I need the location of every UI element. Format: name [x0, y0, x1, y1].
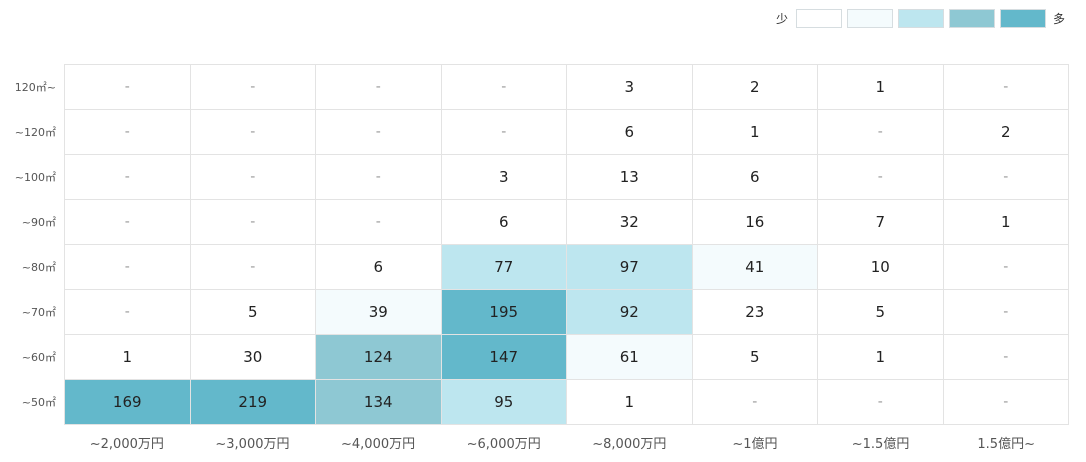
heatmap-cell: 1 — [943, 200, 1069, 245]
heatmap-cell: 6 — [316, 245, 442, 290]
heatmap-cell: - — [65, 200, 191, 245]
y-tick-label: ~60㎡ — [21, 351, 56, 365]
heatmap-cell: - — [943, 380, 1069, 425]
heatmap-cell: - — [190, 155, 316, 200]
x-tick-label: ~1.5億円 — [851, 437, 910, 452]
y-tick-label: ~70㎡ — [21, 306, 56, 320]
heatmap-cell: - — [190, 110, 316, 155]
heatmap-cell: - — [943, 335, 1069, 380]
heatmap-cell: 147 — [441, 335, 567, 380]
y-tick-label: ~120㎡ — [14, 125, 56, 139]
heatmap-cell: - — [943, 155, 1069, 200]
heatmap-cell: - — [943, 245, 1069, 290]
heatmap-cell: 1 — [567, 380, 693, 425]
heatmap-cell: 219 — [190, 380, 316, 425]
heatmap-cell: - — [818, 155, 944, 200]
y-tick-label: ~80㎡ — [21, 261, 56, 275]
legend-swatch-4 — [949, 9, 996, 28]
heatmap-cell: - — [65, 65, 191, 110]
legend-swatch-5 — [1000, 9, 1047, 28]
heatmap-cell: 30 — [190, 335, 316, 380]
heatmap-cell: 134 — [316, 380, 442, 425]
heatmap-cell: 2 — [943, 110, 1069, 155]
y-tick-label: 120㎡~ — [14, 80, 56, 94]
heatmap-cell: 124 — [316, 335, 442, 380]
x-axis-labels: ~2,000万円 ~3,000万円 ~4,000万円 ~6,000万円 ~8,000万円… — [64, 432, 1069, 458]
heatmap-cell: - — [818, 110, 944, 155]
x-tick-label: ~6,000万円 — [466, 437, 541, 452]
heatmap-cell: 5 — [692, 335, 818, 380]
heatmap-cell: 16 — [692, 200, 818, 245]
heatmap-cell: 95 — [441, 380, 567, 425]
heatmap-cell: 169 — [65, 380, 191, 425]
heatmap-cell: 1 — [692, 110, 818, 155]
heatmap-cell: 195 — [441, 290, 567, 335]
heatmap-cell: - — [316, 110, 442, 155]
heatmap-cell: - — [943, 290, 1069, 335]
heatmap-cell: - — [316, 200, 442, 245]
y-tick-label: ~100㎡ — [14, 170, 56, 184]
legend-swatch-2 — [847, 9, 894, 28]
heatmap-cell: - — [441, 65, 567, 110]
heatmap-cell: 6 — [692, 155, 818, 200]
heatmap-cell: - — [943, 65, 1069, 110]
legend-swatch-3 — [898, 9, 945, 28]
heatmap-cell: 5 — [190, 290, 316, 335]
heatmap-cell: 6 — [567, 110, 693, 155]
heatmap-cell: 32 — [567, 200, 693, 245]
heatmap-cell: - — [441, 110, 567, 155]
heatmap-cell: 5 — [818, 290, 944, 335]
heatmap-cell: - — [65, 110, 191, 155]
x-tick-label: ~4,000万円 — [341, 437, 416, 452]
heatmap-cell: 1 — [818, 335, 944, 380]
x-tick-label: ~3,000万円 — [215, 437, 290, 452]
heatmap-cell: 39 — [316, 290, 442, 335]
heatmap-cell: - — [692, 380, 818, 425]
legend-low-label: 少 — [776, 12, 789, 26]
heatmap-cell: 7 — [818, 200, 944, 245]
y-tick-label: ~90㎡ — [21, 215, 56, 229]
heatmap-cell: 1 — [65, 335, 191, 380]
heatmap-cell: - — [65, 245, 191, 290]
heatmap-cell: - — [316, 65, 442, 110]
heatmap-cell: - — [316, 155, 442, 200]
x-tick-label: ~1億円 — [732, 437, 778, 452]
heatmap-cell: 1 — [818, 65, 944, 110]
heatmap-cell: 10 — [818, 245, 944, 290]
color-legend: 少 多 — [776, 9, 1065, 28]
x-tick-label: 1.5億円~ — [977, 437, 1035, 452]
heatmap-cell: 23 — [692, 290, 818, 335]
heatmap-grid: - - - -3 2 1- - - - -6 1-2- - -3 13 6- - - - -6 32 16 7 1- -6 77… — [64, 64, 1069, 425]
heatmap-cell: - — [65, 155, 191, 200]
legend-swatches — [796, 9, 1047, 28]
heatmap-cell: - — [65, 290, 191, 335]
x-tick-label: ~2,000万円 — [89, 437, 164, 452]
heatmap-cell: - — [190, 65, 316, 110]
legend-swatch-1 — [796, 9, 843, 28]
heatmap-cell: - — [190, 245, 316, 290]
heatmap-cell: 61 — [567, 335, 693, 380]
heatmap-cell: 3 — [441, 155, 567, 200]
legend-high-label: 多 — [1053, 12, 1066, 26]
heatmap-cell: - — [190, 200, 316, 245]
heatmap-cell: - — [818, 380, 944, 425]
heatmap-cell: 2 — [692, 65, 818, 110]
heatmap-cell: 3 — [567, 65, 693, 110]
heatmap-cell: 77 — [441, 245, 567, 290]
heatmap-cell: 41 — [692, 245, 818, 290]
x-tick-label: ~8,000万円 — [592, 437, 667, 452]
heatmap-cell: 92 — [567, 290, 693, 335]
y-tick-label: ~50㎡ — [21, 396, 56, 410]
y-axis-labels: 120㎡~ ~120㎡ ~100㎡ ~90㎡ ~80㎡ ~70㎡ ~60㎡ ~50㎡ — [0, 64, 56, 425]
heatmap-cell: 6 — [441, 200, 567, 245]
heatmap-cell: 13 — [567, 155, 693, 200]
heatmap-cell: 97 — [567, 245, 693, 290]
